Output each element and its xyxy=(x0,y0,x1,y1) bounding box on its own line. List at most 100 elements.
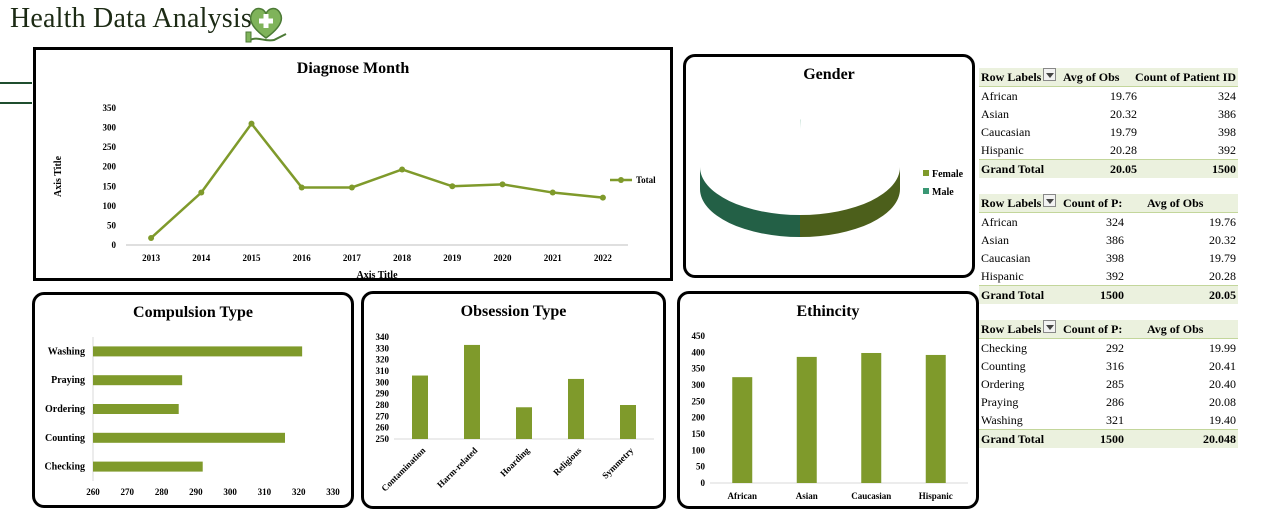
pivot-cell: 324 xyxy=(1106,215,1124,229)
bar xyxy=(620,405,636,439)
pivot-grand-total-row: Grand Total 1500 20.048 xyxy=(979,429,1238,448)
pivot-cell: 20.32 xyxy=(1209,233,1236,247)
bar xyxy=(93,346,303,357)
diagnose-month-title: Diagnose Month xyxy=(296,60,410,77)
bar xyxy=(925,354,946,483)
pivot-cell: Asian xyxy=(981,233,1009,247)
pivot-cell: Grand Total xyxy=(981,162,1045,176)
y-tick-label: 350 xyxy=(103,103,117,113)
pivot-cell: 19.79 xyxy=(1110,125,1137,139)
data-point xyxy=(248,120,255,127)
filter-dropdown-icon[interactable] xyxy=(1043,194,1056,207)
x-tick-label: 2017 xyxy=(343,253,362,263)
pivot-table-ethnicity-count[interactable]: Row Labels Count of P: Avg of Obs African 32… xyxy=(979,194,1238,304)
data-point xyxy=(549,189,556,196)
x-tick-label: 2015 xyxy=(243,253,262,263)
pivot-cell: 392 xyxy=(1106,269,1124,283)
pivot-cell: 324 xyxy=(1218,89,1236,103)
pivot-row: African 19.76 324 xyxy=(979,87,1238,105)
pivot-cell: 20.41 xyxy=(1209,359,1236,373)
pivot-cell: Row Labels xyxy=(981,196,1042,210)
category-label: Religious xyxy=(551,445,584,478)
pivot-cell: 321 xyxy=(1106,413,1124,427)
pivot-cell: 1500 xyxy=(1100,288,1124,302)
ethnicity-panel[interactable]: Ethincity 0 50 100 150 200 250 300 350 400 450 Afr… xyxy=(677,291,979,509)
y-tick-label: 100 xyxy=(103,201,117,211)
bar xyxy=(861,352,882,483)
compulsion-panel[interactable]: Compulsion Type Washing Praying Ordering Co… xyxy=(32,292,354,508)
pivot-cell: 19.79 xyxy=(1209,251,1236,265)
x-tick-label: 2022 xyxy=(594,253,613,263)
pivot-cell: 19.99 xyxy=(1209,341,1236,355)
pivot-cell: 19.76 xyxy=(1110,89,1137,103)
category-label: Asian xyxy=(796,491,818,501)
pivot-header-row: Row Labels Avg of Obs Count of Patient ID xyxy=(979,68,1238,87)
pivot-cell: Avg of Obs xyxy=(1147,196,1204,210)
y-tick-label: 200 xyxy=(103,162,117,172)
category-label: Harm-related xyxy=(435,445,479,489)
y-tick-label: 300 xyxy=(103,123,117,133)
pivot-cell: Caucasian xyxy=(981,251,1031,265)
x-tick-label: 2019 xyxy=(443,253,462,263)
pivot-row: Caucasian 19.79 398 xyxy=(979,123,1238,141)
pivot-table-compulsion[interactable]: Row Labels Count of P: Avg of Obs Checking 2… xyxy=(979,320,1238,448)
y-tick-label: 250 xyxy=(692,396,706,406)
category-label: Caucasian xyxy=(851,491,891,501)
x-tick-label: 290 xyxy=(189,487,203,497)
pivot-cell: Hispanic xyxy=(981,269,1024,283)
pivot-cell: Row Labels xyxy=(981,322,1042,336)
y-tick-label: 50 xyxy=(696,462,706,472)
data-point xyxy=(449,183,456,190)
y-tick-label: 150 xyxy=(692,429,706,439)
heart-plus-hand-icon xyxy=(245,7,287,43)
pivot-cell: 20.05 xyxy=(1209,288,1236,302)
pivot-table-ethnicity-avg[interactable]: Row Labels Avg of Obs Count of Patient ID A… xyxy=(979,68,1238,178)
category-label: Contamination xyxy=(379,445,427,493)
compulsion-title: Compulsion Type xyxy=(133,304,253,321)
bar xyxy=(796,356,817,483)
data-point xyxy=(198,189,205,196)
ethnicity-bar-chart: 0 50 100 150 200 250 300 350 400 450 African Asian C… xyxy=(692,331,968,501)
pivot-cell: Washing xyxy=(981,413,1023,427)
y-tick-label: 290 xyxy=(376,389,390,399)
y-tick-label: 320 xyxy=(376,355,390,365)
pivot-cell: Count of P: xyxy=(1063,322,1123,336)
y-tick-label: 280 xyxy=(376,400,390,410)
legend-label-male: Male xyxy=(932,187,954,198)
x-tick-label: 2021 xyxy=(544,253,563,263)
bar xyxy=(412,375,428,439)
category-label: Praying xyxy=(51,375,85,386)
filter-dropdown-icon[interactable] xyxy=(1043,68,1056,81)
pivot-cell: Grand Total xyxy=(981,432,1045,446)
bar xyxy=(732,377,753,483)
pivot-cell: 1500 xyxy=(1212,162,1236,176)
pie-side-female xyxy=(800,167,900,237)
data-point xyxy=(348,184,355,191)
x-tick-label: 2018 xyxy=(393,253,412,263)
pivot-row: Hispanic 392 20.28 xyxy=(979,267,1238,285)
pivot-cell: 292 xyxy=(1106,341,1124,355)
page-title: Health Data Analysis xyxy=(10,3,252,34)
pivot-header-row: Row Labels Count of P: Avg of Obs xyxy=(979,320,1238,339)
gender-panel[interactable]: Gender Female Male xyxy=(683,54,975,278)
bar xyxy=(93,404,179,414)
obsession-title: Obsession Type xyxy=(460,303,567,320)
category-label: Symmetry xyxy=(600,445,636,481)
pie-side-male xyxy=(700,167,800,237)
y-tick-label: 310 xyxy=(376,366,390,376)
pivot-cell: Row Labels xyxy=(981,70,1042,84)
x-tick-label: 320 xyxy=(292,487,306,497)
category-label: Counting xyxy=(45,433,85,444)
filter-dropdown-icon[interactable] xyxy=(1043,320,1056,333)
x-tick-label: 260 xyxy=(86,487,100,497)
ethnicity-title: Ethincity xyxy=(796,303,860,320)
pivot-cell: Grand Total xyxy=(981,288,1045,302)
pivot-cell: Checking xyxy=(981,341,1027,355)
legend-label-total: Total xyxy=(636,175,656,185)
pivot-header-row: Row Labels Count of P: Avg of Obs xyxy=(979,194,1238,213)
obsession-panel[interactable]: Obsession Type 250 260 270 280 290 300 310 320 3… xyxy=(361,291,666,509)
compulsion-bar-chart: Washing Praying Ordering Counting Checking 26… xyxy=(44,337,340,497)
diagnose-month-panel[interactable]: Diagnose Month 0 50 100 150 200 250 300 350 2013… xyxy=(33,47,673,281)
data-point xyxy=(499,181,506,188)
data-point xyxy=(399,166,406,173)
